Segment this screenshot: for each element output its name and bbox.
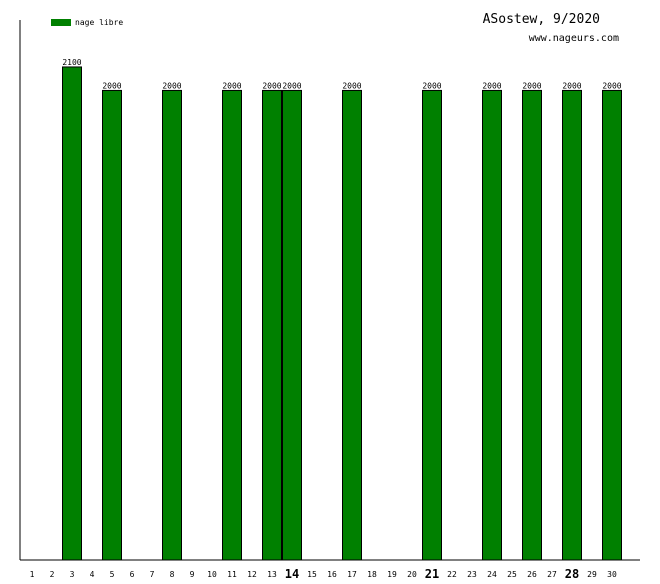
- value-label: 2100: [62, 58, 81, 67]
- bar: [562, 89, 582, 561]
- tick-label: 6: [130, 570, 135, 579]
- site-label: www.nageurs.com: [529, 33, 619, 44]
- tick-label: 12: [247, 570, 257, 579]
- bars: [62, 66, 622, 561]
- bar: [162, 89, 182, 561]
- tick-label: 24: [487, 570, 497, 579]
- tick-labels: 1 2 3 4 5 6 7 8 9 10 11 12 13 14 15 16 17 18 19 20 21 22 23 24 2…: [30, 567, 617, 581]
- tick-label: 27: [547, 570, 557, 579]
- tick-label: 30: [607, 570, 617, 579]
- tick-label: 25: [507, 570, 517, 579]
- chart-title: ASostew, 9/2020: [483, 12, 600, 27]
- bar: [342, 89, 362, 561]
- bar: [222, 89, 242, 561]
- tick-label: 7: [150, 570, 155, 579]
- value-label: 2000: [342, 81, 361, 90]
- tick-label: 16: [327, 570, 337, 579]
- tick-label: 9: [190, 570, 195, 579]
- tick-label: 8: [170, 570, 175, 579]
- tick-label: 19: [387, 570, 397, 579]
- bar: [282, 89, 302, 561]
- tick-label: 10: [207, 570, 217, 579]
- bar: [102, 89, 122, 561]
- value-label: 2000: [422, 81, 441, 90]
- tick-label: 13: [267, 570, 277, 579]
- tick-label: 26: [527, 570, 537, 579]
- bar: [262, 89, 282, 561]
- value-label: 2000: [262, 81, 281, 90]
- tick-label: 5: [110, 570, 115, 579]
- tick-label: 3: [70, 570, 75, 579]
- tick-label: 15: [307, 570, 317, 579]
- value-label: 2000: [102, 81, 121, 90]
- tick-label: 11: [227, 570, 237, 579]
- value-label: 2000: [562, 81, 581, 90]
- bar: [62, 66, 82, 561]
- value-label: 2000: [602, 81, 621, 90]
- tick-label: 17: [347, 570, 357, 579]
- legend-label: nage libre: [75, 18, 123, 27]
- tick-label: 23: [467, 570, 477, 579]
- bar: [482, 89, 502, 561]
- legend-swatch: [51, 19, 71, 26]
- value-label: 2000: [162, 81, 181, 90]
- tick-label: 1: [30, 570, 35, 579]
- bar: [422, 89, 442, 561]
- tick-label: 18: [367, 570, 377, 579]
- legend: nage libre: [51, 18, 123, 27]
- tick-label: 14: [285, 567, 299, 580]
- tick-label: 4: [90, 570, 95, 579]
- value-label: 2000: [482, 81, 501, 90]
- tick-label: 29: [587, 570, 597, 579]
- tick-label: 20: [407, 570, 417, 579]
- value-label: 2000: [282, 81, 301, 90]
- tick-label: 21: [425, 567, 439, 580]
- bar: [522, 89, 542, 561]
- tick-label: 22: [447, 570, 457, 579]
- bar: [602, 89, 622, 561]
- tick-label: 2: [50, 570, 55, 579]
- value-label: 2000: [222, 81, 241, 90]
- tick-label: 28: [565, 567, 579, 580]
- value-label: 2000: [522, 81, 541, 90]
